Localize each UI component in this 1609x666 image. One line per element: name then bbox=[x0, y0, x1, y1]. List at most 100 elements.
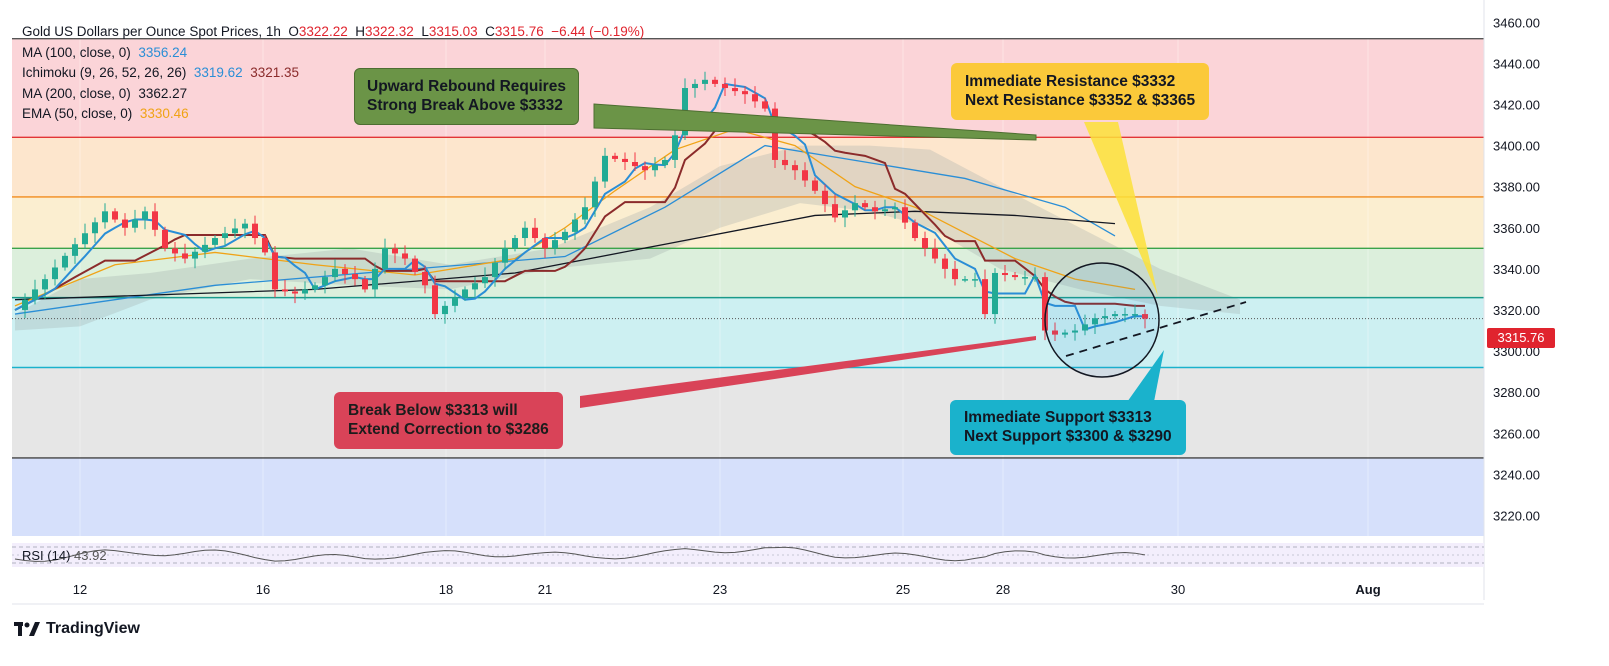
candle-body bbox=[42, 279, 48, 290]
rsi-pane bbox=[12, 543, 1484, 567]
price-tick-label: 3400.00 bbox=[1493, 139, 1540, 154]
price-zone bbox=[12, 457, 1484, 536]
annotation-immediate-support[interactable]: Immediate Support $3313 Next Support $33… bbox=[950, 400, 1186, 455]
candle-body bbox=[1092, 318, 1098, 325]
candle-body bbox=[22, 299, 28, 310]
candle-body bbox=[462, 289, 468, 298]
candle-body bbox=[322, 277, 328, 286]
candle-body bbox=[942, 258, 948, 269]
candle-body bbox=[612, 155, 618, 159]
price-tick-label: 3420.00 bbox=[1493, 97, 1540, 112]
price-tick-label: 3340.00 bbox=[1493, 262, 1540, 277]
price-zone bbox=[12, 137, 1484, 197]
low-value: 3315.03 bbox=[428, 24, 478, 39]
candle-body bbox=[822, 190, 828, 205]
candle-body bbox=[602, 155, 608, 182]
candle-body bbox=[552, 240, 558, 249]
candle-body bbox=[792, 165, 798, 171]
candle-body bbox=[122, 219, 128, 228]
candle-body bbox=[802, 170, 808, 181]
candle-body bbox=[582, 207, 588, 220]
annotation-break-below[interactable]: Break Below $3313 will Extend Correction… bbox=[334, 392, 563, 449]
kijun-line bbox=[14, 121, 1145, 311]
time-tick-label: 16 bbox=[256, 582, 270, 597]
price-tick-label: 3240.00 bbox=[1493, 467, 1540, 482]
price-zone bbox=[12, 297, 1484, 368]
legend-ichimoku[interactable]: Ichimoku (9, 26, 52, 26, 26) 3319.62 332… bbox=[22, 63, 644, 84]
candle-body bbox=[312, 285, 318, 290]
candle-body bbox=[992, 272, 998, 315]
legend-ema50[interactable]: EMA (50, close, 0) 3330.46 bbox=[22, 104, 644, 125]
candle-body bbox=[1042, 277, 1048, 331]
tradingview-logo[interactable]: TradingView bbox=[14, 620, 140, 638]
candle-body bbox=[172, 248, 178, 254]
candle-body bbox=[192, 251, 198, 259]
cyan-pointer bbox=[1120, 350, 1164, 412]
rsi-legend[interactable]: RSI (14) 43.92 bbox=[22, 548, 107, 563]
candle-body bbox=[72, 244, 78, 256]
candle-body bbox=[1122, 314, 1128, 316]
candle-body bbox=[782, 159, 788, 166]
price-zone bbox=[12, 248, 1484, 298]
price-zones bbox=[12, 38, 1484, 536]
time-tick-label: Aug bbox=[1355, 582, 1380, 597]
candle-body bbox=[422, 271, 428, 286]
legend-ma200[interactable]: MA (200, close, 0) 3362.27 bbox=[22, 84, 644, 105]
candle-body bbox=[452, 297, 458, 306]
support-trendline bbox=[1065, 301, 1247, 357]
price-axis[interactable]: 3220.003240.003260.003280.003300.003320.… bbox=[1483, 0, 1540, 600]
price-tick-label: 3260.00 bbox=[1493, 426, 1540, 441]
candle-body bbox=[132, 219, 138, 228]
candle-body bbox=[242, 223, 248, 229]
price-tick-label: 3320.00 bbox=[1493, 303, 1540, 318]
candle-body bbox=[502, 248, 508, 263]
ichimoku-label: Ichimoku (9, 26, 52, 26, 26) bbox=[22, 65, 187, 80]
candle-body bbox=[512, 238, 518, 249]
candle-body bbox=[952, 268, 958, 280]
time-tick-label: 23 bbox=[713, 582, 727, 597]
annotation-immediate-resistance[interactable]: Immediate Resistance $3332 Next Resistan… bbox=[951, 63, 1210, 120]
candle-body bbox=[412, 258, 418, 272]
ma100-value: 3356.24 bbox=[138, 44, 188, 60]
candle-body bbox=[732, 88, 738, 92]
candle-body bbox=[842, 210, 848, 218]
candle-body bbox=[892, 207, 898, 210]
candle-body bbox=[302, 289, 308, 294]
candle-body bbox=[962, 279, 968, 281]
candle-body bbox=[1142, 314, 1148, 319]
ma200-value: 3362.27 bbox=[138, 85, 188, 101]
time-tick-label: 30 bbox=[1171, 582, 1185, 597]
candle-body bbox=[752, 94, 758, 102]
candle-body bbox=[1052, 330, 1058, 335]
candle-body bbox=[572, 219, 578, 232]
candle-body bbox=[352, 274, 358, 280]
candle-body bbox=[702, 79, 708, 84]
symbol-title[interactable]: Gold US Dollars per Ounce Spot Prices, 1… bbox=[22, 24, 281, 39]
ichimoku-value-1: 3319.62 bbox=[193, 65, 243, 80]
annotation-upward-rebound[interactable]: Upward Rebound Requires Strong Break Abo… bbox=[354, 68, 579, 125]
candle-body bbox=[772, 108, 778, 160]
price-zone bbox=[12, 196, 1484, 249]
tradingview-brand: TradingView bbox=[46, 620, 140, 637]
candle-body bbox=[832, 204, 838, 218]
price-tick-label: 3220.00 bbox=[1493, 508, 1540, 523]
trend-annotations bbox=[580, 103, 1247, 412]
legend-ma100[interactable]: MA (100, close, 0) 3356.24 bbox=[22, 43, 644, 64]
candle-body bbox=[1072, 330, 1078, 333]
time-axis[interactable]: 12 16 18 21 23 25 28 30 Aug bbox=[12, 582, 1484, 605]
candle-body bbox=[622, 158, 628, 163]
time-tick-label: 21 bbox=[538, 582, 552, 597]
candle-body bbox=[762, 101, 768, 109]
current-price-tag: 3315.76 bbox=[1487, 328, 1555, 348]
candle-body bbox=[902, 207, 908, 223]
high-label: H bbox=[355, 24, 365, 39]
chart-legend: Gold US Dollars per Ounce Spot Prices, 1… bbox=[22, 22, 644, 125]
candle-body bbox=[562, 231, 568, 241]
candle-body bbox=[342, 268, 348, 274]
candle-body bbox=[542, 238, 548, 249]
candle-body bbox=[932, 248, 938, 259]
time-tick-label: 25 bbox=[896, 582, 910, 597]
candle-body bbox=[392, 248, 398, 254]
candle-body bbox=[692, 83, 698, 89]
candle-body bbox=[982, 279, 988, 315]
